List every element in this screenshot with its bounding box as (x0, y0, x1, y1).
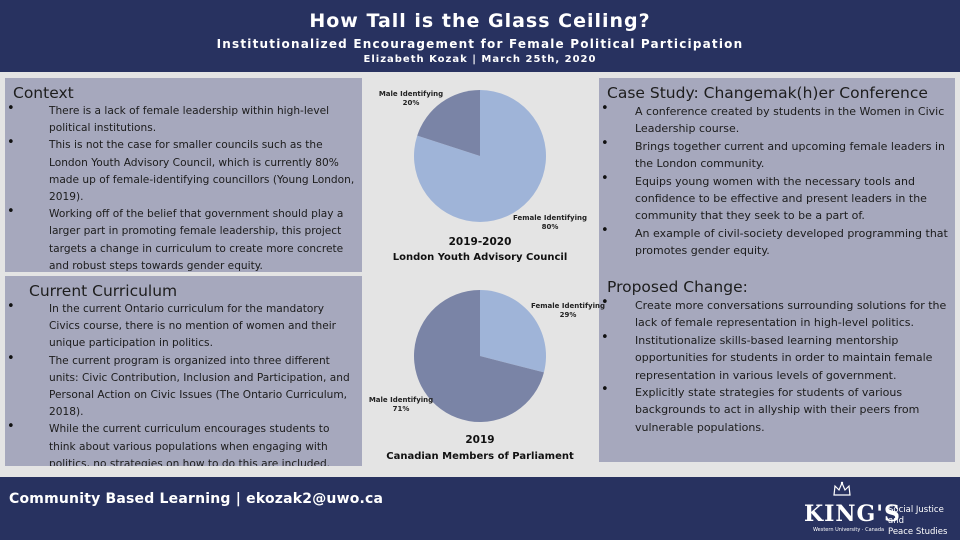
list-item: This is not the case for smaller council… (5, 134, 362, 206)
poster-footer: Community Based Learning | ekozak2@uwo.c… (0, 477, 960, 540)
list-item: A conference created by students in the … (599, 100, 955, 138)
logo-program-line: Peace Studies (888, 527, 948, 537)
list-item: Equips young women with the necessary to… (599, 170, 955, 225)
list-item: Explicitly state strategies for students… (599, 381, 955, 436)
list-item: Institutionalize skills-based learning m… (599, 329, 955, 384)
pie-chart-parliament: Female Identifying 29% Male Identifying … (362, 276, 605, 472)
proposed-change-panel: Proposed Change: Create more conversatio… (599, 272, 955, 462)
slice-label-text: Female Identifying (513, 214, 587, 222)
list-item: The current program is organized into th… (5, 350, 362, 422)
context-panel: Context There is a lack of female leader… (5, 78, 362, 272)
list-item: Brings together current and upcoming fem… (599, 135, 955, 173)
list-item: There is a lack of female leadership wit… (5, 100, 362, 137)
logo-program-line: Social Justice and (888, 505, 944, 526)
case-study-heading: Case Study: Changemak(h)er Conference (607, 84, 928, 102)
case-study-panel: Case Study: Changemak(h)er Conference A … (599, 78, 955, 272)
poster-subtitle: Institutionalized Encouragement for Fema… (216, 37, 744, 51)
pie-slice-male-identifying (417, 90, 480, 156)
chart-title: 2019-2020 (448, 236, 512, 248)
crown-icon (833, 481, 851, 496)
logo-wordmark: KING'S (804, 501, 901, 527)
slice-label-male: Male Identifying 71% (366, 396, 436, 414)
chart-subtitle: Canadian Members of Parliament (386, 451, 574, 462)
proposed-list: Create more conversations surrounding so… (599, 294, 955, 436)
proposed-heading: Proposed Change: (607, 278, 748, 296)
curriculum-list: In the current Ontario curriculum for th… (5, 298, 362, 466)
slice-label-male: Male Identifying 20% (376, 90, 446, 108)
logo-subtext: Western University · Canada (813, 527, 885, 533)
curriculum-panel: Current Curriculum In the current Ontari… (5, 276, 362, 466)
pie-slice-female-identifying (480, 290, 546, 373)
list-item: In the current Ontario curriculum for th… (5, 298, 362, 353)
list-item: Working off of the belief that governmen… (5, 203, 362, 272)
poster-title: How Tall is the Glass Ceiling? (309, 10, 651, 32)
case-study-list: A conference created by students in the … (599, 100, 955, 260)
list-item: Create more conversations surrounding so… (599, 294, 955, 332)
poster-author: Elizabeth Kozak | March 25th, 2020 (363, 54, 597, 65)
slice-value-text: 20% (402, 99, 420, 107)
list-item: While the current curriculum encourages … (5, 418, 362, 466)
context-heading: Context (13, 84, 74, 102)
slice-value-text: 71% (392, 405, 410, 413)
slice-label-text: Male Identifying (368, 396, 434, 404)
poster-body: Context There is a lack of female leader… (0, 72, 960, 477)
curriculum-heading: Current Curriculum (29, 282, 178, 300)
pie-chart-youth-council: Male Identifying 20% Female Identifying … (362, 72, 599, 272)
pie-chart-svg (414, 90, 546, 222)
slice-label-female: Female Identifying 29% (530, 302, 606, 320)
slice-label-female: Female Identifying 80% (512, 214, 588, 232)
chart-title: 2019 (465, 434, 495, 446)
chart-subtitle: London Youth Advisory Council (392, 252, 568, 263)
slice-value-text: 29% (559, 311, 577, 319)
list-item: An example of civil-society developed pr… (599, 222, 955, 260)
poster-header: How Tall is the Glass Ceiling? Instituti… (0, 0, 960, 72)
pie-slice-male-identifying (414, 290, 544, 422)
logo-program: Social Justice and Peace Studies (888, 505, 954, 538)
slice-value-text: 80% (541, 223, 559, 231)
context-list: There is a lack of female leadership wit… (5, 100, 362, 272)
footer-contact: Community Based Learning | ekozak2@uwo.c… (9, 491, 384, 507)
kings-logo: KING'S Western University · Canada Socia… (804, 481, 954, 537)
slice-label-text: Female Identifying (531, 302, 605, 310)
pie-chart-svg (414, 290, 546, 422)
slice-label-text: Male Identifying (378, 90, 444, 98)
